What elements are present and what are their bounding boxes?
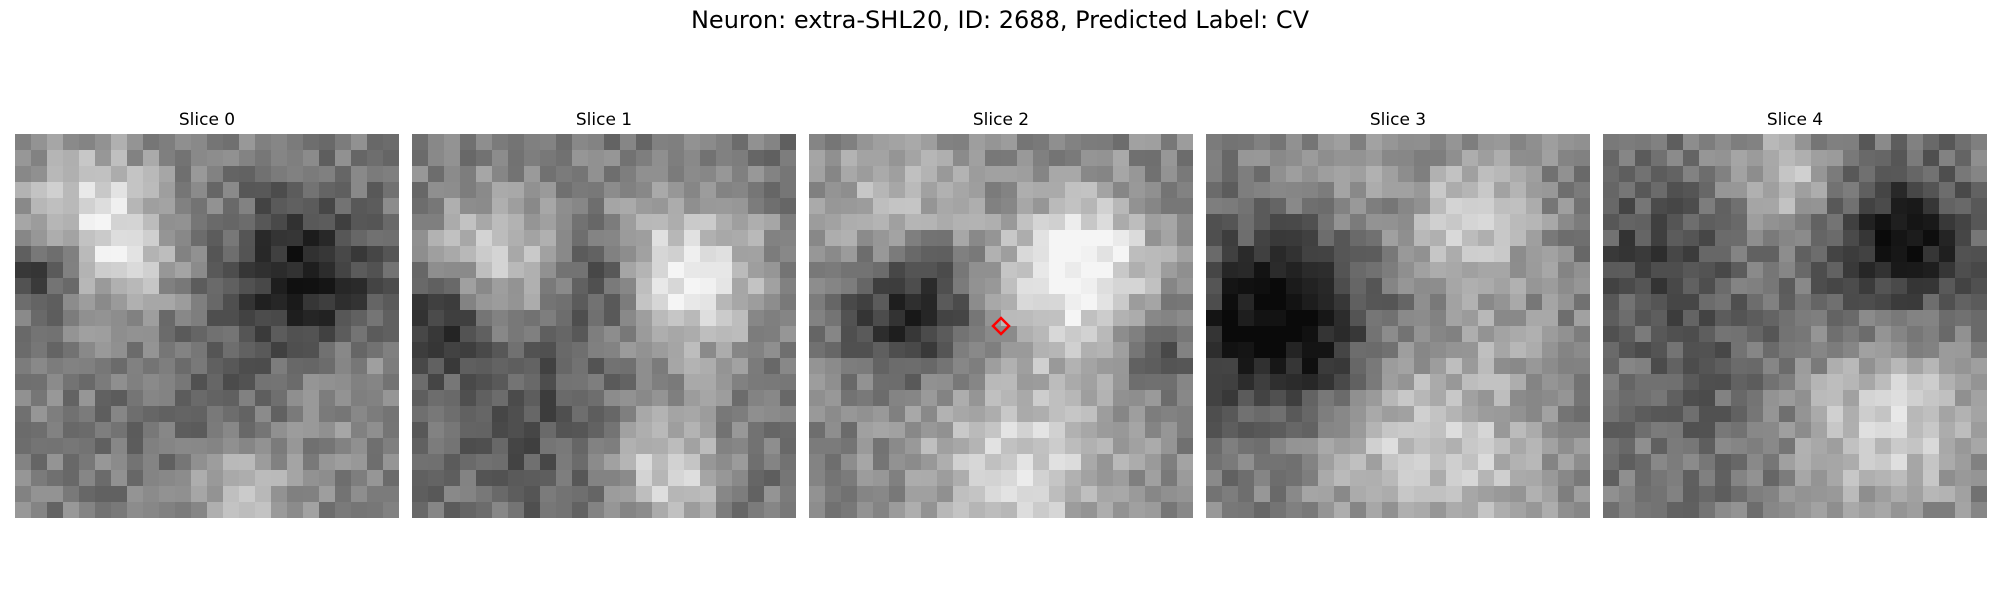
slice-title: Slice 1	[575, 110, 633, 130]
slice-image	[809, 134, 1193, 518]
slice-image	[1603, 134, 1987, 518]
slice-image	[1206, 134, 1590, 518]
slice-title: Slice 4	[1766, 110, 1824, 130]
slice-image	[412, 134, 796, 518]
slice-image	[15, 134, 399, 518]
slice-title: Slice 2	[972, 110, 1030, 130]
slice-title: Slice 3	[1369, 110, 1427, 130]
slice-title: Slice 0	[178, 110, 236, 130]
figure-title: Neuron: extra-SHL20, ID: 2688, Predicted…	[690, 6, 1310, 34]
